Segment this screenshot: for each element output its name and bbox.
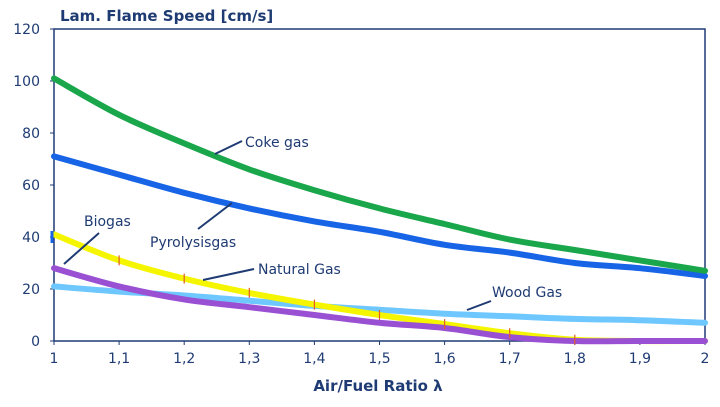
y-tick-label: 120	[13, 22, 40, 38]
series-line-biogas	[51, 265, 708, 345]
x-axis-title: Air/Fuel Ratio λ	[313, 377, 443, 395]
x-tick-label: 1,3	[238, 351, 260, 367]
x-tick-label: 1,6	[433, 351, 455, 367]
y-tick-label: 40	[22, 230, 40, 246]
annotation-label-coke-gas: Coke gas	[245, 135, 309, 151]
annotation-leader-biogas	[63, 232, 100, 265]
annotation-leader-wood-gas	[466, 300, 492, 311]
y-tick-label: 80	[22, 126, 40, 142]
x-tick-label: 1,9	[629, 351, 651, 367]
series-line-coke-gas	[51, 75, 708, 274]
annotation-leader-pyrolysisgas	[197, 202, 233, 230]
x-tick-label: 2	[701, 351, 710, 367]
annotation-leader-coke-gas	[214, 140, 243, 155]
y-tick-label: 100	[13, 74, 40, 90]
y-axis-title: Lam. Flame Speed [cm/s]	[60, 7, 273, 25]
annotation-label-natural-gas: Natural Gas	[258, 262, 341, 278]
y-tick-label: 0	[31, 334, 40, 350]
plot-area: 0 20 40 60 80 100 120 1 1,1 1,2 1,3 1,4 1,5 1,6 1,7 1,8…	[13, 22, 709, 367]
x-tick-label: 1,1	[108, 351, 130, 367]
annotation-leader-natural-gas	[202, 268, 255, 281]
annotation-label-biogas: Biogas	[84, 214, 131, 230]
annotation-label-pyrolysisgas: Pyrolysisgas	[150, 235, 236, 251]
x-tick-label: 1,2	[173, 351, 195, 367]
y-tick-label: 60	[22, 178, 40, 194]
x-tick-label: 1,7	[499, 351, 521, 367]
series-line-pyrolysisgas	[51, 153, 708, 279]
x-tick-label: 1	[50, 351, 59, 367]
x-tick-label: 1,4	[303, 351, 325, 367]
y-tick-label: 20	[22, 282, 40, 298]
annotation-label-wood-gas: Wood Gas	[492, 285, 562, 301]
x-tick-label: 1,5	[368, 351, 390, 367]
x-tick-label: 1,8	[564, 351, 586, 367]
